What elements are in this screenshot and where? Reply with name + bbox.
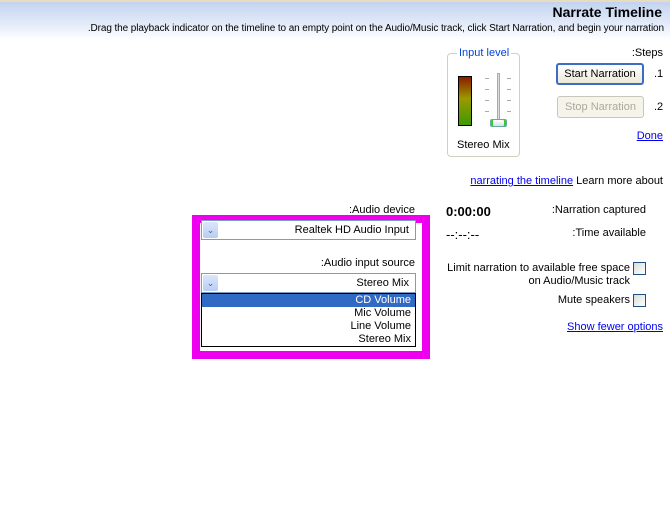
- narration-captured-value: 0:00:00: [446, 204, 491, 219]
- limit-label-line2: on Audio/Music track: [528, 275, 631, 287]
- slider-tick: [507, 78, 511, 79]
- mute-speakers-label: Mute speakers: [557, 294, 630, 306]
- input-source-name: Stereo Mix: [457, 139, 510, 151]
- slider-tick: [507, 89, 511, 90]
- highlight-frame: [192, 215, 430, 359]
- narration-captured-label: :Narration captured: [551, 204, 646, 216]
- learn-more-line: narrating the timeline Learn more about: [470, 175, 663, 187]
- chevron-down-icon[interactable]: ⌄: [203, 275, 218, 291]
- option-line-volume[interactable]: Line Volume: [350, 320, 411, 332]
- option-cd-volume[interactable]: CD Volume: [202, 294, 415, 307]
- done-link[interactable]: Done: [636, 130, 663, 142]
- slider-tick: [485, 89, 489, 90]
- option-mic-volume[interactable]: Mic Volume: [354, 307, 411, 319]
- slider-tick: [485, 78, 489, 79]
- chevron-down-icon[interactable]: ⌄: [203, 222, 218, 238]
- audio-input-source-value: Stereo Mix: [356, 277, 409, 289]
- limit-label-line1: Limit narration to available free space: [447, 262, 630, 274]
- audio-input-source-dropdown[interactable]: CD Volume Mic Volume Line Volume Stereo …: [201, 293, 416, 347]
- slider-tick: [507, 111, 511, 112]
- show-fewer-options-link[interactable]: Show fewer options: [567, 321, 663, 333]
- page-title: Narrate Timeline: [552, 4, 662, 20]
- slider-tick: [485, 111, 489, 112]
- steps-label: :Steps: [631, 47, 663, 59]
- slider-tick: [507, 100, 511, 101]
- audio-input-source-label: :Audio input source: [320, 257, 415, 269]
- audio-device-value: Realtek HD Audio Input: [294, 224, 409, 236]
- audio-device-select[interactable]: ⌄ Realtek HD Audio Input: [201, 220, 416, 240]
- mute-speakers-checkbox[interactable]: [633, 294, 646, 307]
- input-level-slider-thumb[interactable]: [490, 119, 507, 127]
- input-level-meter: [458, 76, 472, 126]
- slider-tick: [485, 100, 489, 101]
- limit-narration-checkbox[interactable]: [633, 262, 646, 275]
- instructions: .Drag the playback indicator on the time…: [87, 23, 664, 34]
- stop-narration-button[interactable]: Stop Narration: [557, 96, 644, 118]
- step-2-number: .2: [654, 101, 664, 113]
- start-narration-button[interactable]: Start Narration: [556, 63, 644, 85]
- option-stereo-mix[interactable]: Stereo Mix: [358, 333, 411, 345]
- step-1-number: .1: [654, 68, 664, 80]
- time-available-label: :Time available: [572, 227, 646, 239]
- audio-device-label: :Audio device: [348, 204, 415, 216]
- limit-narration-label: Limit narration to available free space …: [447, 262, 630, 288]
- header-band: [0, 0, 670, 40]
- input-level-label: Input level: [457, 47, 512, 59]
- narrating-timeline-link[interactable]: narrating the timeline: [470, 175, 574, 187]
- learn-more-text: Learn more about: [576, 175, 663, 187]
- time-available-value: --:--:--: [446, 227, 480, 242]
- audio-input-source-select[interactable]: ⌄ Stereo Mix: [201, 273, 416, 293]
